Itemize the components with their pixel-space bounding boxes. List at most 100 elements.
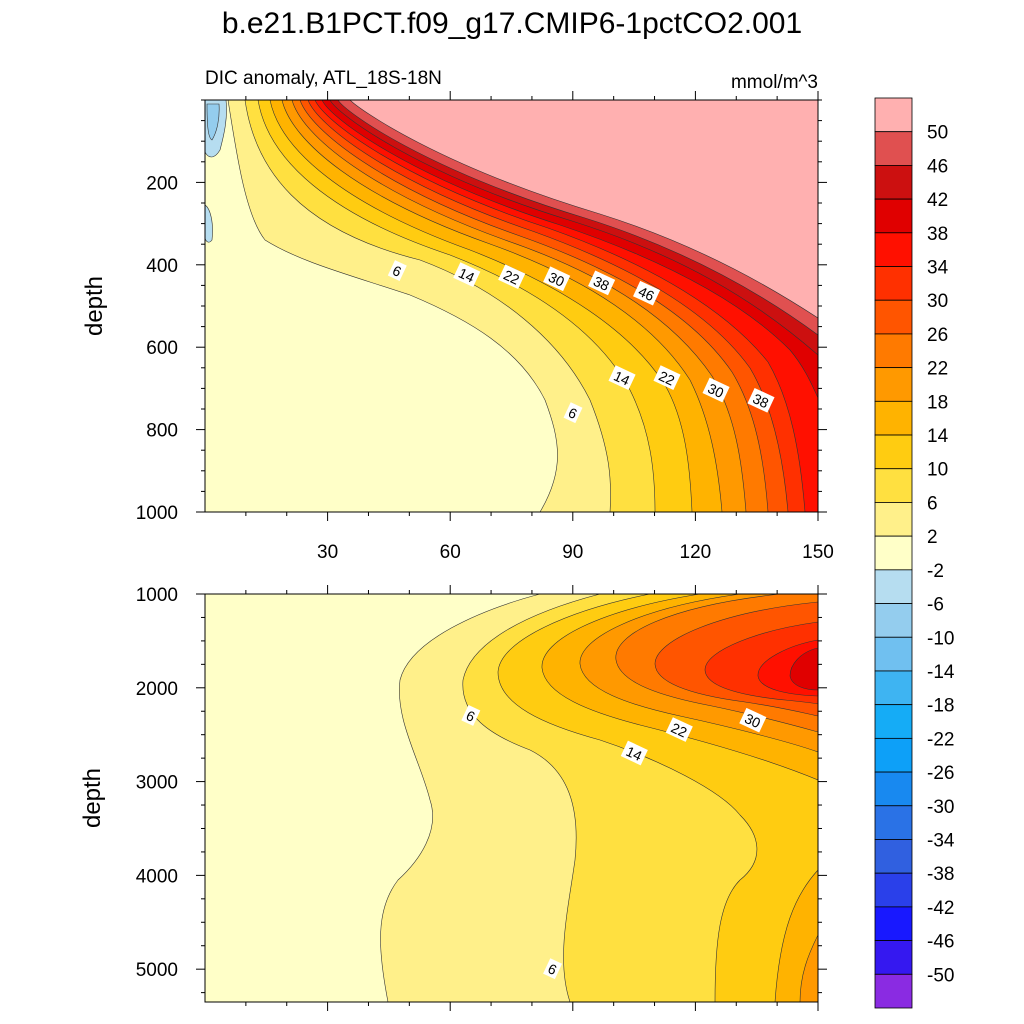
colorbar-label: 42 xyxy=(927,190,948,211)
colorbar-swatch xyxy=(874,737,913,773)
contour-label: 22 xyxy=(498,264,526,290)
contour-label: 30 xyxy=(543,266,571,292)
lower-contour-labels: 6 14 22 30 6 xyxy=(461,705,767,980)
contour-label: 22 xyxy=(665,717,693,742)
upper-panel-contours xyxy=(205,100,818,512)
contour-label-box xyxy=(665,717,693,742)
y-tick-label: 1000 xyxy=(136,503,178,524)
contour-label: 30 xyxy=(739,707,767,733)
contour-label: 46 xyxy=(633,280,661,306)
colorbar-label: -14 xyxy=(927,662,955,683)
upper-contour-labels: 6 14 22 30 38 46 6 14 22 30 38 xyxy=(387,260,775,424)
contour-label-text: 14 xyxy=(624,743,645,764)
contour-label-box xyxy=(608,365,636,390)
colorbar-label: -26 xyxy=(927,763,954,784)
colorbar-label: -10 xyxy=(927,628,954,649)
colorbar-label: -18 xyxy=(927,696,954,717)
contour-label-box xyxy=(620,740,648,766)
colorbar-swatch xyxy=(874,872,913,908)
contour-label-box xyxy=(387,260,407,281)
contour-label: 14 xyxy=(608,365,636,390)
lower-axes: 1000 2000 3000 4000 5000 xyxy=(136,585,827,1011)
lower-plot-frame xyxy=(204,593,819,1003)
colorbar-label: -22 xyxy=(927,729,954,750)
colorbar-label: -30 xyxy=(927,797,954,818)
colorbar-label: -42 xyxy=(927,898,954,919)
colorbar-swatch xyxy=(874,333,913,369)
y-tick-label: 1000 xyxy=(136,585,178,606)
x-tick-label: 120 xyxy=(680,542,712,563)
upper-y-axis-title: depth xyxy=(81,276,108,336)
colorbar-label: 34 xyxy=(927,258,949,279)
colorbar-swatch xyxy=(874,434,913,470)
colorbar-label: -6 xyxy=(927,595,944,616)
colorbar-swatch xyxy=(874,468,913,503)
colorbar-swatch xyxy=(874,535,913,571)
colorbar-label: 14 xyxy=(927,426,949,447)
x-tick-label: 30 xyxy=(317,542,338,563)
colorbar-swatch xyxy=(874,603,913,638)
figure-title: b.e21.B1PCT.f09_g17.CMIP6-1pctCO2.001 xyxy=(222,7,802,40)
y-tick-label: 400 xyxy=(146,256,178,277)
contour-label-box xyxy=(702,377,730,403)
contour-label-text: 38 xyxy=(591,273,612,294)
colorbar-label: 22 xyxy=(927,359,948,380)
contour-label: 6 xyxy=(563,402,583,424)
y-tick-label: 4000 xyxy=(136,866,178,887)
colorbar-swatch xyxy=(874,940,913,975)
contour-label: 6 xyxy=(543,958,563,980)
contour-label-box xyxy=(498,264,526,290)
x-tick-label: 90 xyxy=(562,542,583,563)
contour-label-box xyxy=(563,402,583,424)
colorbar-swatch xyxy=(874,131,913,166)
panel-subtitle-right: mmol/m^3 xyxy=(731,72,818,93)
colorbar-swatch xyxy=(874,906,913,941)
contour-label-box xyxy=(588,270,616,296)
colorbar-label: 46 xyxy=(927,156,948,177)
contour-label-text: 14 xyxy=(611,368,632,389)
contour-label-box xyxy=(453,262,481,287)
y-tick-label: 600 xyxy=(146,338,178,359)
contour-label-text: 22 xyxy=(501,267,522,288)
band-top xyxy=(349,100,818,319)
colorbar-label: -50 xyxy=(927,965,954,986)
panel-subtitle-left: DIC anomaly, ATL_18S-18N xyxy=(205,68,442,89)
colorbar-label: 30 xyxy=(927,291,948,312)
contour-label-text: 38 xyxy=(750,390,771,411)
contour-label: 38 xyxy=(588,270,616,296)
contour-label: 6 xyxy=(387,260,407,281)
negative-patch-strong xyxy=(206,103,220,141)
contour-label: 38 xyxy=(747,387,775,413)
x-tick-label: 60 xyxy=(440,542,461,563)
band-42 xyxy=(789,647,818,691)
contour-label-text: 30 xyxy=(705,380,726,401)
contour-label: 30 xyxy=(702,377,730,403)
upper-axes: 30 60 90 120 150 200 400 600 800 1000 xyxy=(136,91,834,563)
colorbar-swatch xyxy=(874,299,913,335)
colorbar-swatch xyxy=(874,400,913,436)
contour-label-box xyxy=(461,705,481,726)
colorbar-swatch xyxy=(874,165,913,200)
contour-label: 6 xyxy=(461,705,481,726)
contour-label-text: 14 xyxy=(456,265,477,286)
lower-panel-contours xyxy=(205,594,818,1002)
contour-label-box xyxy=(543,266,571,292)
y-tick-label: 3000 xyxy=(136,773,178,794)
y-tick-label: 2000 xyxy=(136,679,178,700)
lower-y-axis-title: depth xyxy=(79,768,106,828)
y-tick-label: 800 xyxy=(146,421,178,442)
colorbar-label: 38 xyxy=(927,224,948,245)
colorbar-swatch xyxy=(874,97,913,133)
colorbar-swatch xyxy=(874,839,913,874)
negative-patch-small xyxy=(205,204,213,243)
colorbar-swatch xyxy=(874,198,913,234)
colorbar-label: 26 xyxy=(927,325,948,346)
colorbar-label: -38 xyxy=(927,864,954,885)
colorbar-swatch xyxy=(874,636,913,672)
contour-label: 14 xyxy=(453,262,481,287)
colorbar-swatch xyxy=(874,771,913,807)
colorbar-swatch xyxy=(874,704,913,739)
contour-label-box xyxy=(739,707,767,733)
colorbar-swatch xyxy=(874,502,913,537)
